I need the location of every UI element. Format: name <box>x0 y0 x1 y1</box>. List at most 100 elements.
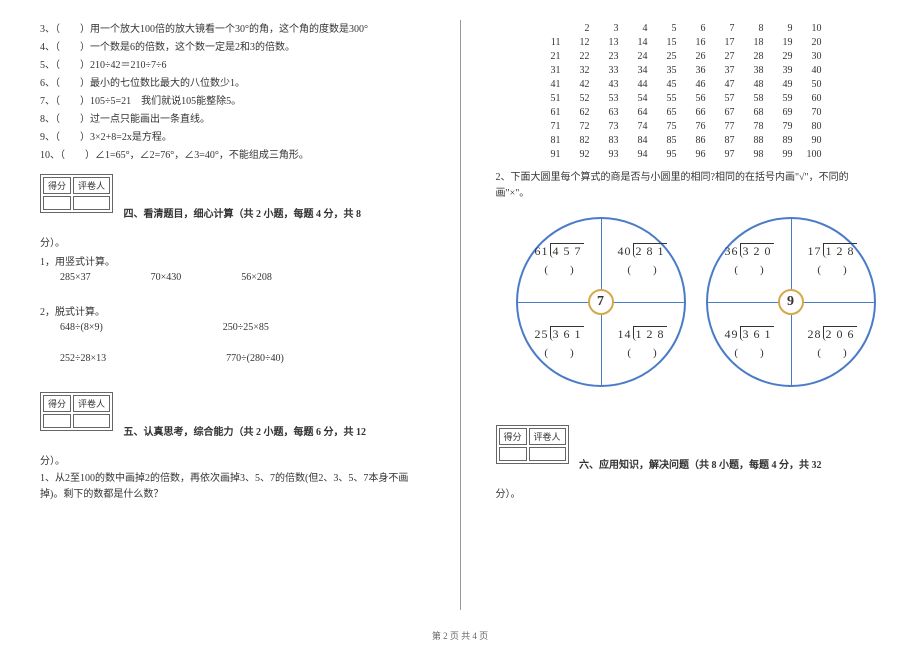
division-circle: 7614 5 7( )402 8 1( )253 6 1( )141 2 8( … <box>516 217 686 387</box>
left-column: 3、（ ）用一个放大100倍的放大镜看一个30°的角，这个角的度数是300° 4… <box>40 20 425 610</box>
grid-num: 97 <box>720 149 735 160</box>
grid-num: 55 <box>662 93 677 104</box>
calc-row-1: 285×37 70×430 56×208 <box>60 272 425 283</box>
grid-num: 70 <box>807 107 822 118</box>
grid-num: 71 <box>546 121 561 132</box>
grid-num: 94 <box>633 149 648 160</box>
grid-num: 87 <box>720 135 735 146</box>
grid-num: 69 <box>778 107 793 118</box>
grid-num: 78 <box>749 121 764 132</box>
grid-num: 75 <box>662 121 677 132</box>
grid-num: 35 <box>662 65 677 76</box>
grid-num: 90 <box>807 135 822 146</box>
grid-num: 14 <box>633 37 648 48</box>
grid-num: 67 <box>720 107 735 118</box>
grid-num: 8 <box>749 23 764 34</box>
grid-num: 27 <box>720 51 735 62</box>
grid-num: 86 <box>691 135 706 146</box>
grid-num: 22 <box>575 51 590 62</box>
grid-num: 12 <box>575 37 590 48</box>
grid-num: 9 <box>778 23 793 34</box>
q9: 9、（ ）3×2+8=2x是方程。 <box>40 130 425 146</box>
quadrant: 493 6 1( ) <box>708 302 791 385</box>
grid-num: 25 <box>662 51 677 62</box>
grid-num: 61 <box>546 107 561 118</box>
grid-num: 31 <box>546 65 561 76</box>
grid-num: 17 <box>720 37 735 48</box>
sub-1-label: 1，用竖式计算。 <box>40 253 425 268</box>
grid-num: 79 <box>778 121 793 132</box>
section-6-title: 六、应用知识，解决问题（共 8 小题，每题 4 分，共 32 <box>579 460 822 471</box>
grid-num: 76 <box>691 121 706 132</box>
q4: 4、（ ）一个数是6的倍数，这个数一定是2和3的倍数。 <box>40 40 425 56</box>
q5: 5、（ ）210÷42＝210÷7÷6 <box>40 58 425 74</box>
grid-num: 85 <box>662 135 677 146</box>
q2-text: 2、下面大圆里每个算式的商是否与小圆里的相同?相同的在括号内画"√"，不同的画"… <box>496 170 881 202</box>
grid-num: 66 <box>691 107 706 118</box>
grid-num: 4 <box>633 23 648 34</box>
grid-num: 32 <box>575 65 590 76</box>
calc-row-2a: 648÷(8×9) 250÷25×85 <box>60 322 425 333</box>
grid-num: 54 <box>633 93 648 104</box>
section-4-title: 四、看清题目，细心计算（共 2 小题，每题 4 分，共 8 <box>124 209 362 220</box>
grid-num: 58 <box>749 93 764 104</box>
grid-num: 33 <box>604 65 619 76</box>
grid-num: 77 <box>720 121 735 132</box>
grid-num: 19 <box>778 37 793 48</box>
grid-num: 72 <box>575 121 590 132</box>
quadrant: 614 5 7( ) <box>518 219 601 302</box>
grid-num: 15 <box>662 37 677 48</box>
grid-num: 30 <box>807 51 822 62</box>
circles-container: 7614 5 7( )402 8 1( )253 6 1( )141 2 8( … <box>516 217 881 387</box>
score-table-6: 得分评卷人 <box>496 425 569 464</box>
grid-num: 43 <box>604 79 619 90</box>
grid-num: 50 <box>807 79 822 90</box>
grid-num: 91 <box>546 149 561 160</box>
grid-num: 28 <box>749 51 764 62</box>
q10: 10、（ ）∠1=65°，∠2=76°，∠3=40°，不能组成三角形。 <box>40 148 425 164</box>
grid-num: 29 <box>778 51 793 62</box>
sub-2-label: 2，脱式计算。 <box>40 303 425 318</box>
grid-num: 49 <box>778 79 793 90</box>
quadrant: 282 0 6( ) <box>791 302 874 385</box>
grid-num: 64 <box>633 107 648 118</box>
grid-num: 96 <box>691 149 706 160</box>
grid-num: 42 <box>575 79 590 90</box>
quadrant: 171 2 8( ) <box>791 219 874 302</box>
grid-num: 21 <box>546 51 561 62</box>
grid-num: 36 <box>691 65 706 76</box>
grid-num: 80 <box>807 121 822 132</box>
grid-num: 40 <box>807 65 822 76</box>
grid-num: 34 <box>633 65 648 76</box>
grid-num: 37 <box>720 65 735 76</box>
q8: 8、（ ）过一点只能画出一条直线。 <box>40 112 425 128</box>
fen-5: 分）。 <box>40 452 425 467</box>
center-number: 7 <box>588 289 614 315</box>
quadrant: 253 6 1( ) <box>518 302 601 385</box>
grid-num: 81 <box>546 135 561 146</box>
score-table-5: 得分评卷人 <box>40 392 113 431</box>
grid-num: 60 <box>807 93 822 104</box>
grid-num: 39 <box>778 65 793 76</box>
grid-num: 98 <box>749 149 764 160</box>
grid-num: 62 <box>575 107 590 118</box>
grid-num: 84 <box>633 135 648 146</box>
grid-num: 53 <box>604 93 619 104</box>
grid-num: 73 <box>604 121 619 132</box>
grid-num: 93 <box>604 149 619 160</box>
grid-num: 92 <box>575 149 590 160</box>
grid-num: 47 <box>720 79 735 90</box>
grid-num: 3 <box>604 23 619 34</box>
grid-num: 20 <box>807 37 822 48</box>
grid-num: 95 <box>662 149 677 160</box>
grid-num: 45 <box>662 79 677 90</box>
grid-num: 65 <box>662 107 677 118</box>
page-footer: 第 2 页 共 4 页 <box>0 629 920 642</box>
section-5-title: 五、认真思考，综合能力（共 2 小题，每题 6 分，共 12 <box>124 427 367 438</box>
grid-num: 82 <box>575 135 590 146</box>
grid-num: 51 <box>546 93 561 104</box>
grid-num: 74 <box>633 121 648 132</box>
grid-num: 52 <box>575 93 590 104</box>
q7: 7、（ ）105÷5=21 我们就说105能整除5。 <box>40 94 425 110</box>
fen-4: 分）。 <box>40 234 425 249</box>
